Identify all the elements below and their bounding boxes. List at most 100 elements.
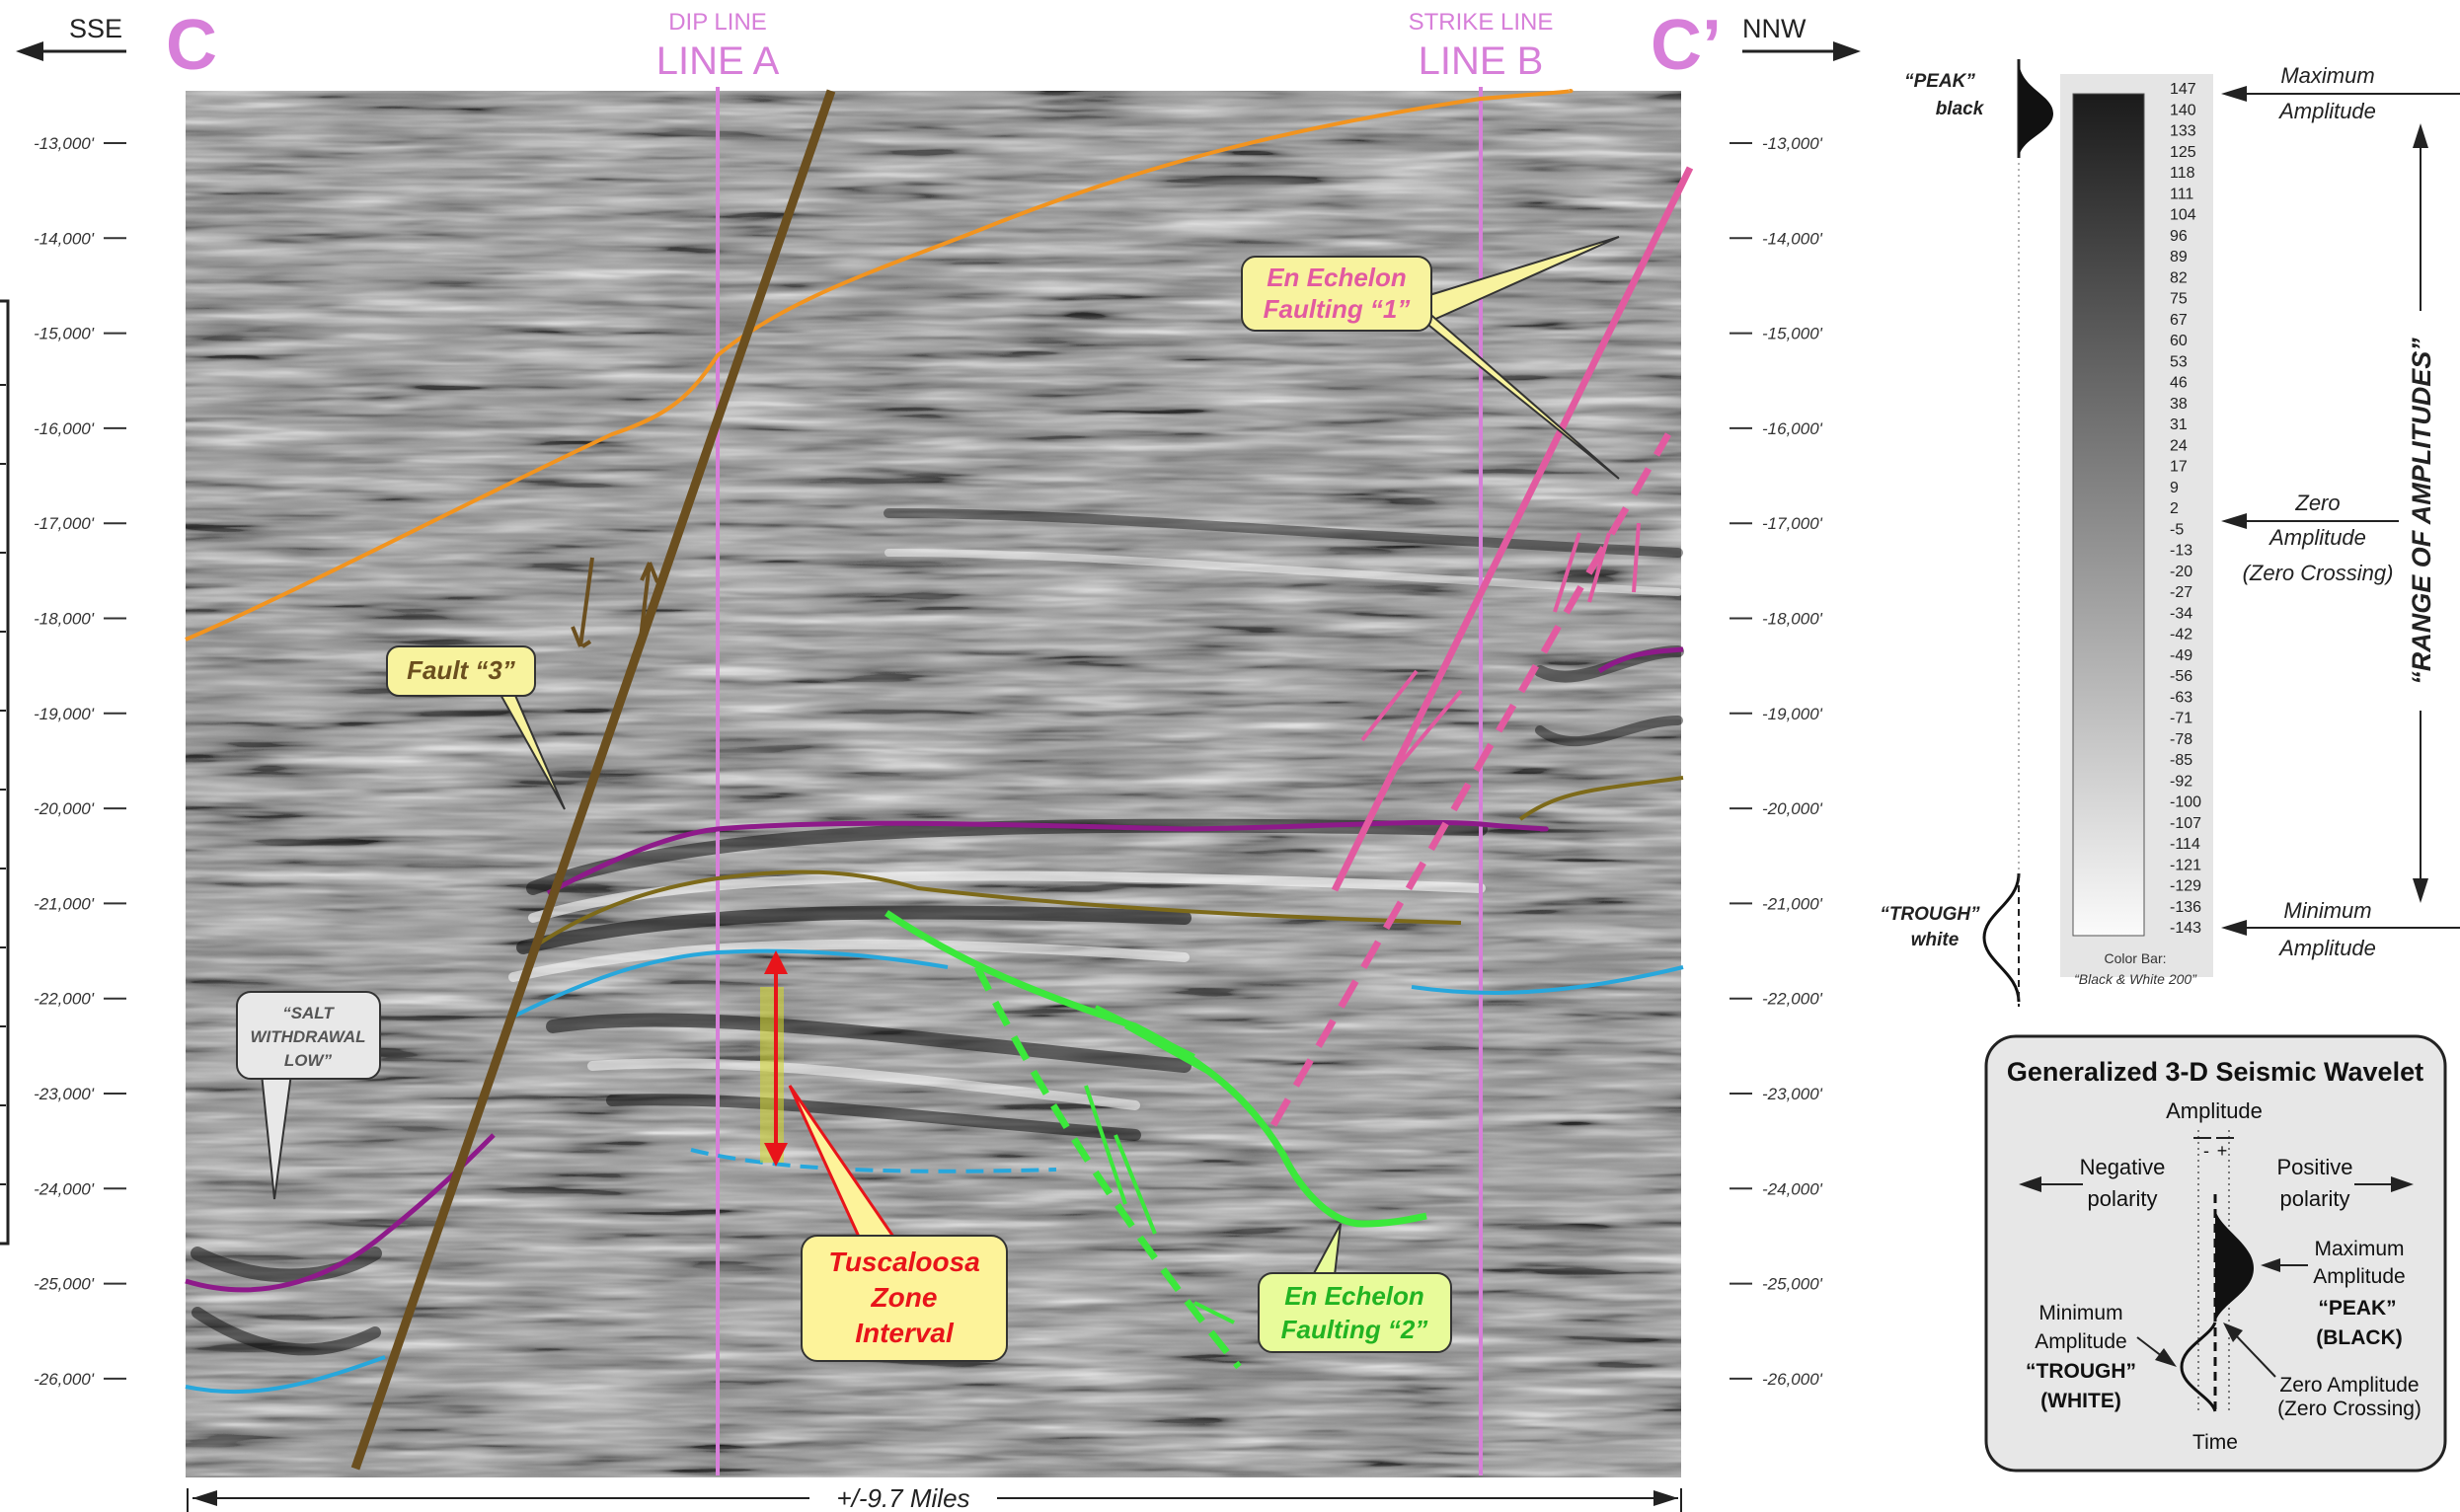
orange-horizon [185, 89, 1574, 642]
depth-label-left: -24,000' [34, 1179, 95, 1198]
svg-text:WITHDRAWAL: WITHDRAWAL [250, 1027, 365, 1046]
dip-line-big-label: LINE A [656, 39, 780, 83]
depth-label-right: -21,000' [1762, 894, 1823, 913]
scale-label: +/-9.7 Miles [836, 1483, 969, 1512]
svg-text:Maximum: Maximum [2314, 1238, 2404, 1260]
colorbar-value-label: 17 [2170, 459, 2188, 476]
wavelet-title: Generalized 3-D Seismic Wavelet [2007, 1057, 2423, 1087]
depth-label-right: -25,000' [1762, 1275, 1823, 1294]
colorbar-value-label: 24 [2170, 437, 2188, 454]
colorbar-value-label: -34 [2170, 605, 2192, 622]
svg-text:En Echelon: En Echelon [1267, 263, 1407, 292]
colorbar-value-label: -136 [2170, 899, 2201, 916]
colorbar-value-label: 9 [2170, 480, 2179, 496]
depth-label-left: -13,000' [34, 134, 95, 153]
svg-text:(Zero Crossing): (Zero Crossing) [2277, 1398, 2422, 1420]
colorbar-caption-2: “Black & White 200” [2074, 971, 2197, 987]
svg-text:Faulting “1”: Faulting “1” [1264, 294, 1411, 324]
min-amplitude-label-2: Amplitude [2277, 936, 2376, 960]
svg-text:LOW”: LOW” [284, 1051, 333, 1070]
colorbar-value-label: 46 [2170, 375, 2188, 392]
svg-text:Tuscaloosa: Tuscaloosa [828, 1247, 980, 1277]
callout-tuscaloosa: Tuscaloosa Zone Interval [788, 1085, 1008, 1362]
colorbar-value-label: -121 [2170, 857, 2201, 873]
callout-en-echelon-1: En Echelon Faulting “1” [1241, 236, 1620, 480]
section-letter-c-prime: C’ [1651, 6, 1722, 85]
depth-label-right: -16,000' [1762, 419, 1823, 438]
svg-text:SSE: SSE [69, 14, 122, 43]
svg-text:Minimum: Minimum [2038, 1302, 2122, 1324]
colorbar-value-label: 140 [2170, 102, 2196, 118]
scale-bar: +/-9.7 Miles [187, 1483, 1682, 1512]
colorbar-value-label: 147 [2170, 81, 2196, 98]
depth-label-left: -21,000' [34, 894, 95, 913]
colorbar-value-label: 125 [2170, 144, 2196, 161]
colorbar-value-label: -42 [2170, 627, 2192, 643]
svg-text:Fault “3”: Fault “3” [407, 655, 515, 685]
colorbar-value-label: 104 [2170, 207, 2196, 224]
section-letter-c: C [166, 6, 217, 85]
trough-white-label: white [1911, 930, 1960, 950]
colorbar-gradient [2072, 93, 2145, 937]
depth-label-left: -19,000' [34, 705, 95, 723]
depth-label-right: -24,000' [1762, 1179, 1823, 1198]
svg-text:Zone: Zone [871, 1282, 938, 1313]
colorbar-legend: 147 140 133 125 118 111 104 96 89 82 75 67 60 53 46 38 3… [1880, 59, 2460, 1007]
depth-label-right: -14,000' [1762, 229, 1823, 248]
left-edge-inset-fragment [0, 299, 10, 1246]
colorbar-value-label: -56 [2170, 668, 2192, 685]
green-fault-solid [884, 910, 1427, 1228]
green-fault-slip-arrows [1084, 1005, 1235, 1324]
dip-line-small-label: DIP LINE [668, 9, 767, 36]
depth-label-left: -25,000' [34, 1275, 95, 1294]
colorbar-value-label: 89 [2170, 249, 2188, 265]
depth-label-left: -15,000' [34, 325, 95, 343]
svg-text:+: + [2217, 1141, 2228, 1161]
depth-label-right: -19,000' [1762, 705, 1823, 723]
green-fault-dashed [973, 965, 1242, 1370]
depth-label-right: -22,000' [1762, 990, 1823, 1009]
svg-text:Faulting “2”: Faulting “2” [1281, 1315, 1428, 1344]
max-amplitude-label-2: Amplitude [2277, 99, 2376, 123]
colorbar-value-label: 31 [2170, 416, 2188, 433]
wavelet-peak-shape [2215, 1209, 2254, 1323]
colorbar-value-label: 96 [2170, 228, 2188, 245]
colorbar-value-label: 38 [2170, 396, 2188, 413]
colorbar-value-labels: 147 140 133 125 118 111 104 96 89 82 75 67 60 53 46 38 3… [2170, 81, 2201, 937]
svg-text:“TROUGH”: “TROUGH” [2026, 1360, 2136, 1383]
depth-label-right: -17,000' [1762, 514, 1823, 533]
svg-text:“SALT: “SALT [282, 1004, 335, 1022]
colorbar-value-label: 133 [2170, 123, 2196, 140]
callout-fault-3: Fault “3” [386, 645, 566, 810]
svg-text:NNW: NNW [1742, 14, 1807, 43]
depth-label-right: -23,000' [1762, 1085, 1823, 1103]
blue-horizon [185, 948, 1684, 1395]
wavelet-trough-shape [2180, 1322, 2217, 1412]
svg-text:Interval: Interval [855, 1318, 955, 1348]
direction-sse: SSE [16, 14, 126, 61]
zero-amplitude-label-2: Amplitude [2268, 525, 2366, 550]
trough-label: “TROUGH” [1880, 904, 1980, 925]
colorbar-value-label: 75 [2170, 291, 2188, 308]
svg-text:(WHITE): (WHITE) [2040, 1390, 2121, 1412]
depth-label-right: -26,000' [1762, 1370, 1823, 1389]
callout-salt-withdrawal-low: “SALT WITHDRAWAL LOW” [236, 991, 381, 1200]
svg-text:Negative: Negative [2080, 1155, 2166, 1179]
svg-text:Zero Amplitude: Zero Amplitude [2279, 1374, 2419, 1397]
svg-text:Amplitude: Amplitude [2313, 1265, 2405, 1288]
colorbar-value-label: 111 [2170, 186, 2193, 202]
svg-text:Time: Time [2192, 1431, 2238, 1454]
depth-label-right: -15,000' [1762, 325, 1823, 343]
wavelet-amplitude-label: Amplitude [2166, 1098, 2263, 1123]
olive-horizon [531, 776, 1684, 949]
fault-3-line [350, 89, 836, 1471]
svg-text:(BLACK): (BLACK) [2316, 1326, 2402, 1349]
colorbar-value-label: -5 [2170, 521, 2184, 538]
colorbar-value-label: -92 [2170, 773, 2192, 790]
colorbar-value-label: 60 [2170, 333, 2188, 349]
zero-amplitude-label-3: (Zero Crossing) [2243, 561, 2394, 585]
zero-amplitude-label-1: Zero [2294, 491, 2340, 515]
svg-text:polarity: polarity [2088, 1186, 2158, 1211]
colorbar-value-label: 67 [2170, 312, 2188, 329]
